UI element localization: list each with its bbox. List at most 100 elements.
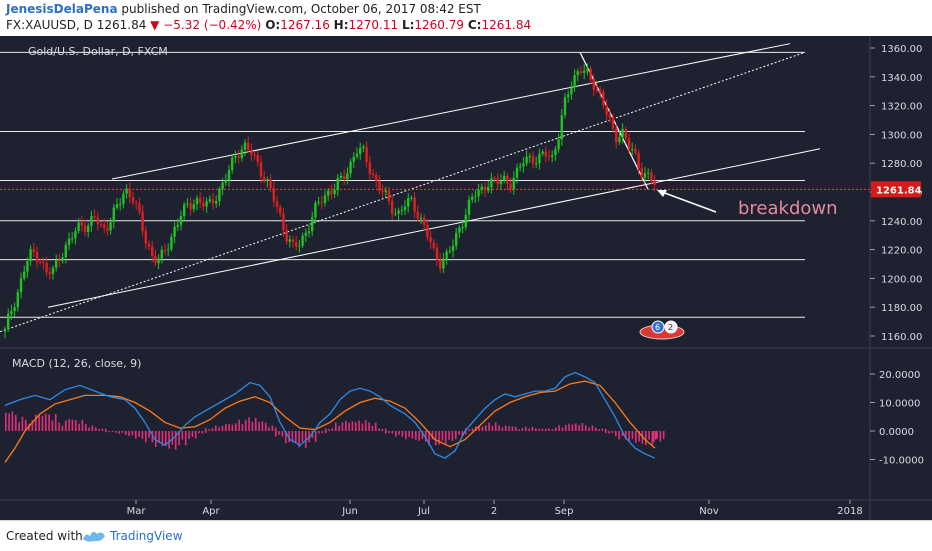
candle-body: [631, 149, 634, 151]
macd-histogram-bar: [653, 431, 655, 443]
svg-text:2: 2: [668, 323, 673, 332]
candle-body: [560, 115, 563, 140]
macd-histogram-bar: [174, 431, 177, 450]
macd-histogram-bar: [494, 422, 497, 431]
breakdown-arrow: [657, 190, 717, 213]
macd-histogram-bar: [274, 427, 277, 431]
macd-histogram-bar: [598, 429, 600, 431]
candle-body: [499, 180, 503, 185]
macd-histogram-bar: [58, 422, 60, 431]
macd-histogram-bar: [608, 431, 610, 434]
candle-body: [247, 142, 250, 150]
candle-body: [42, 261, 45, 264]
published-text: published on TradingView.com, October 06…: [121, 2, 481, 16]
macd-histogram-bar: [288, 431, 290, 443]
macd-histogram-bar: [211, 428, 214, 431]
candle-body: [205, 201, 208, 207]
high-value: 1270.11: [348, 18, 399, 32]
candle-body: [541, 151, 544, 155]
macd-histogram-bar: [491, 425, 494, 431]
low-value: 1260.79: [414, 18, 465, 32]
price-tick-label: 1160.00: [881, 332, 922, 343]
macd-histogram-bar: [511, 426, 514, 431]
macd-histogram-bar: [258, 421, 260, 431]
macd-histogram-bar: [61, 425, 64, 431]
macd-histogram-bar: [401, 431, 404, 437]
macd-histogram-bar: [455, 431, 457, 437]
macd-histogram-bar: [255, 422, 257, 431]
macd-histogram-bar: [71, 419, 74, 431]
candle-body: [439, 259, 442, 269]
close-label: C:: [467, 18, 482, 32]
time-tick-label: Sep: [555, 506, 574, 517]
candle-body: [461, 227, 464, 229]
macd-histogram-bar: [51, 420, 54, 431]
candle-body: [397, 210, 400, 214]
candle-body: [314, 202, 317, 218]
candle-body: [199, 198, 202, 203]
tradingview-brand[interactable]: TradingView: [110, 529, 183, 543]
candle-body: [61, 257, 64, 261]
candle-body: [653, 180, 656, 185]
macd-histogram-bar: [421, 431, 424, 440]
macd-histogram-bar: [115, 431, 117, 433]
candle-body: [298, 245, 301, 247]
macd-histogram-bar: [438, 431, 440, 445]
macd-histogram-bar: [528, 428, 530, 431]
macd-histogram-bar: [371, 425, 374, 431]
macd-histogram-bar: [375, 429, 377, 431]
macd-histogram-bar: [505, 426, 507, 431]
candle-body: [343, 175, 346, 180]
candle-body: [490, 178, 493, 188]
author-link[interactable]: JenesisDelaPena: [6, 2, 118, 16]
candle-body: [295, 242, 298, 247]
macd-histogram-bar: [398, 431, 400, 435]
macd-histogram-bar: [498, 425, 500, 431]
macd-histogram-bar: [645, 431, 647, 446]
macd-histogram-bar: [388, 431, 390, 434]
macd-histogram-bar: [21, 416, 24, 431]
candle-body: [29, 249, 32, 262]
candle-body: [650, 172, 653, 181]
flag-event-icon[interactable]: 6 2: [639, 320, 685, 340]
publish-line: JenesisDelaPena published on TradingView…: [6, 2, 481, 16]
macd-histogram-bar: [458, 431, 460, 435]
macd-histogram-bar: [656, 431, 658, 439]
candle-body: [480, 186, 483, 190]
macd-histogram-bar: [638, 431, 640, 442]
macd-histogram-bar: [121, 431, 124, 433]
macd-histogram-bar: [235, 423, 237, 431]
candle-body: [186, 203, 189, 205]
macd-histogram-bar: [518, 429, 520, 431]
tradingview-logo-icon[interactable]: [82, 526, 106, 544]
candle-body: [285, 230, 288, 242]
candle-body: [154, 256, 157, 264]
candle-body: [336, 178, 339, 190]
macd-histogram-bar: [418, 431, 420, 441]
macd-histogram-bar: [501, 427, 504, 431]
macd-histogram-bar: [188, 431, 190, 439]
candle-body: [496, 178, 499, 185]
macd-line: [4, 371, 656, 459]
candle-body: [263, 176, 266, 181]
candle-body: [423, 217, 426, 225]
candle-body: [202, 202, 205, 207]
chart-area[interactable]: 1360.001340.001320.001300.001280.001260.…: [0, 36, 932, 520]
candle-body: [243, 142, 247, 150]
macd-histogram-bar: [38, 414, 40, 431]
candle-body: [323, 195, 327, 203]
macd-histogram-bar: [378, 428, 380, 431]
candle-body: [557, 139, 560, 150]
candle-body: [474, 196, 477, 198]
candle-body: [23, 271, 26, 279]
chart-canvas[interactable]: 1360.001340.001320.001300.001280.001260.…: [0, 36, 932, 520]
macd-histogram-bar: [198, 431, 200, 434]
macd-histogram-bar: [445, 431, 447, 441]
candle-body: [77, 222, 80, 232]
candle-body: [464, 215, 467, 228]
candle-body: [608, 114, 611, 118]
close-value: 1261.84: [481, 18, 532, 32]
macd-histogram-bar: [581, 422, 584, 431]
macd-histogram-bar: [428, 431, 430, 446]
candle-body: [170, 236, 173, 250]
